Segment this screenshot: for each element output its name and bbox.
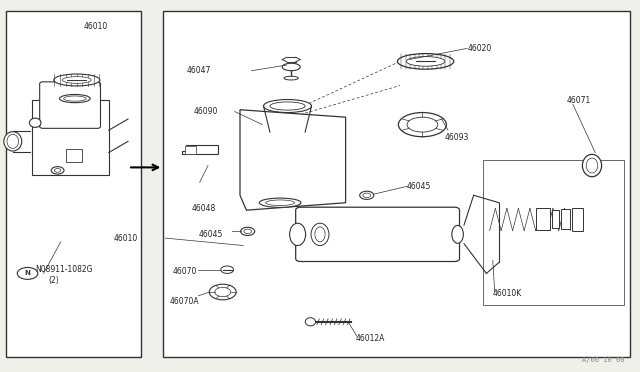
Text: 46012A: 46012A bbox=[355, 334, 385, 343]
Text: 46010K: 46010K bbox=[493, 289, 522, 298]
Text: (2): (2) bbox=[48, 276, 59, 285]
Ellipse shape bbox=[398, 112, 447, 137]
Ellipse shape bbox=[311, 223, 329, 246]
Text: 46070A: 46070A bbox=[170, 297, 199, 306]
Ellipse shape bbox=[289, 223, 306, 246]
Ellipse shape bbox=[54, 169, 61, 172]
Ellipse shape bbox=[54, 74, 100, 86]
Ellipse shape bbox=[4, 132, 22, 151]
Ellipse shape bbox=[452, 225, 463, 243]
Bar bbox=[66, 149, 82, 162]
Text: A/60 10 08: A/60 10 08 bbox=[582, 357, 624, 363]
Ellipse shape bbox=[7, 134, 19, 148]
Ellipse shape bbox=[29, 118, 41, 128]
Text: 46090: 46090 bbox=[193, 107, 218, 116]
Text: 46045: 46045 bbox=[406, 182, 431, 190]
Bar bbox=[561, 209, 570, 229]
Ellipse shape bbox=[397, 54, 454, 69]
Ellipse shape bbox=[63, 77, 92, 83]
Text: 46070: 46070 bbox=[173, 267, 197, 276]
Ellipse shape bbox=[282, 63, 300, 71]
Ellipse shape bbox=[51, 167, 64, 174]
Ellipse shape bbox=[60, 94, 90, 103]
Text: 46010: 46010 bbox=[83, 22, 108, 31]
Ellipse shape bbox=[241, 227, 255, 235]
Ellipse shape bbox=[406, 57, 445, 66]
Ellipse shape bbox=[360, 191, 374, 199]
Ellipse shape bbox=[407, 117, 438, 132]
Text: 46048: 46048 bbox=[192, 204, 216, 213]
Bar bbox=[6, 11, 141, 357]
Ellipse shape bbox=[214, 287, 231, 297]
Circle shape bbox=[17, 267, 38, 279]
Bar bbox=[185, 146, 196, 154]
Circle shape bbox=[221, 266, 234, 273]
Text: 46010: 46010 bbox=[113, 234, 138, 243]
Text: N: N bbox=[24, 270, 31, 276]
Ellipse shape bbox=[259, 198, 301, 208]
Ellipse shape bbox=[582, 154, 602, 177]
Bar bbox=[552, 210, 559, 228]
Ellipse shape bbox=[209, 284, 236, 300]
Text: 46045: 46045 bbox=[198, 230, 223, 239]
Ellipse shape bbox=[315, 227, 325, 242]
Ellipse shape bbox=[264, 99, 312, 112]
FancyBboxPatch shape bbox=[40, 82, 100, 128]
Bar bbox=[536, 208, 550, 230]
Ellipse shape bbox=[266, 200, 294, 205]
Ellipse shape bbox=[270, 102, 305, 110]
Bar bbox=[163, 11, 630, 357]
FancyBboxPatch shape bbox=[296, 207, 460, 262]
Ellipse shape bbox=[64, 96, 86, 101]
Text: 46071: 46071 bbox=[566, 96, 591, 105]
Polygon shape bbox=[32, 100, 109, 175]
Ellipse shape bbox=[363, 193, 371, 198]
Text: N08911-1082G: N08911-1082G bbox=[35, 265, 93, 274]
Text: 46093: 46093 bbox=[445, 133, 469, 142]
Text: 46047: 46047 bbox=[187, 66, 211, 75]
Polygon shape bbox=[240, 110, 346, 210]
Ellipse shape bbox=[586, 158, 598, 173]
Bar bbox=[572, 208, 583, 231]
Ellipse shape bbox=[284, 76, 298, 80]
Ellipse shape bbox=[305, 318, 316, 326]
Polygon shape bbox=[182, 145, 218, 154]
Ellipse shape bbox=[244, 229, 252, 234]
Bar bbox=[483, 160, 624, 305]
Text: 46020: 46020 bbox=[467, 44, 492, 53]
